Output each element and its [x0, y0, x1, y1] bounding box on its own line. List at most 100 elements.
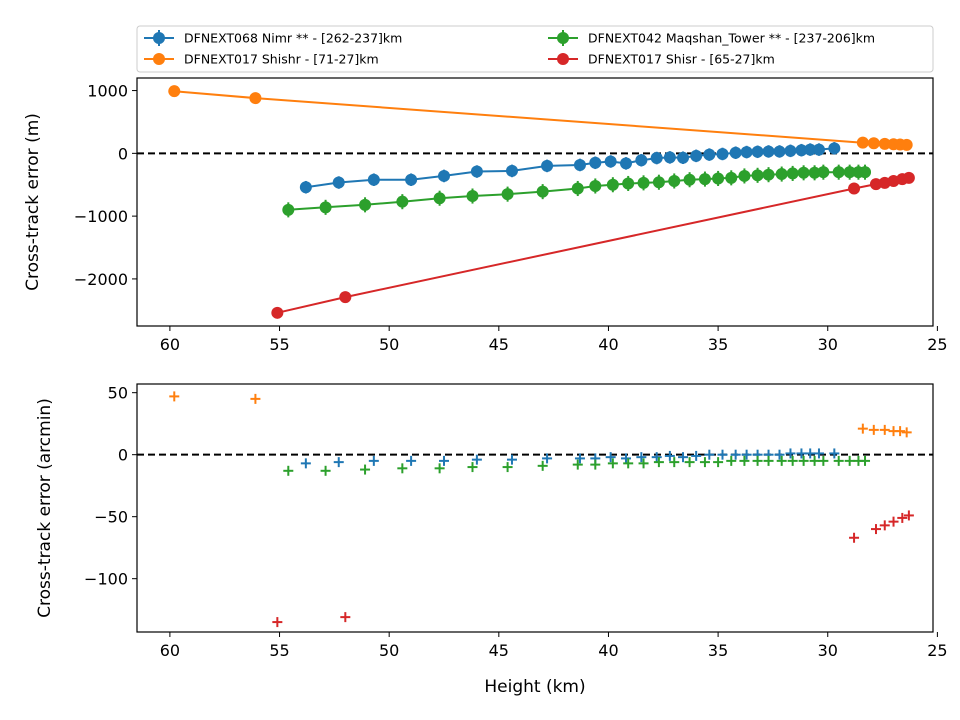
x-tick-label: 25 [927, 335, 947, 354]
data-point [506, 454, 517, 465]
data-point [774, 449, 785, 460]
data-point [717, 449, 728, 460]
data-point [776, 455, 787, 466]
data-point [605, 452, 616, 463]
plot-frame [136, 77, 934, 327]
legend-marker [153, 53, 165, 65]
x-tick-label: 25 [927, 641, 947, 660]
x-tick-label: 55 [269, 335, 289, 354]
x-tick-label: 45 [489, 641, 509, 660]
data-point [282, 203, 295, 216]
data-point [168, 85, 181, 98]
legend-label: DFNEXT017 Shishr - [71-27]km [184, 52, 379, 67]
data-point [677, 151, 690, 164]
series-line [174, 90, 907, 146]
series-dfnext017-shishr-71-27-km [169, 391, 912, 438]
data-point [818, 455, 829, 466]
data-point [250, 393, 261, 404]
legend: DFNEXT068 Nimr ** - [262-237]km DFNEXT017… [136, 25, 934, 73]
data-point [360, 464, 371, 475]
data-point [829, 448, 840, 459]
legend-box [136, 25, 934, 73]
x-tick-label: 60 [160, 641, 180, 660]
data-point [900, 138, 913, 151]
data-point [589, 156, 602, 169]
data-point [775, 168, 788, 181]
data-point [843, 166, 856, 179]
x-tick-label: 30 [818, 335, 838, 354]
data-point [773, 145, 786, 158]
data-point [505, 164, 518, 177]
data-point [283, 465, 294, 476]
data-point [704, 449, 715, 460]
data-point [651, 452, 662, 463]
data-point [784, 144, 797, 157]
data-point [622, 177, 635, 190]
plot-frame [136, 383, 934, 633]
y-tick-label: −100 [84, 570, 128, 589]
data-point [712, 172, 725, 185]
x-tick-label: 55 [269, 641, 289, 660]
data-point [536, 185, 549, 198]
data-point [699, 457, 710, 468]
data-point [652, 176, 665, 189]
data-point [638, 458, 649, 469]
data-point [300, 458, 311, 469]
x-tick-label: 30 [818, 641, 838, 660]
data-point [467, 462, 478, 473]
legend-label: DFNEXT068 Nimr ** - [262-237]km [184, 31, 402, 46]
data-point [319, 201, 332, 214]
data-point [726, 455, 737, 466]
data-point [271, 306, 284, 319]
data-point [406, 455, 417, 466]
data-point [272, 617, 283, 628]
data-point [405, 173, 418, 186]
series-dfnext017-shishr-71-27-km [168, 85, 913, 151]
data-point [763, 455, 774, 466]
data-point [359, 198, 372, 211]
data-point [897, 512, 908, 523]
data-point [848, 182, 861, 195]
data-point [664, 450, 675, 461]
data-point [817, 166, 830, 179]
data-point [571, 182, 584, 195]
data-point [797, 166, 810, 179]
data-point [604, 155, 617, 168]
data-point [741, 449, 752, 460]
series-dfnext068-nimr-262-237-km [299, 142, 841, 194]
data-point [470, 165, 483, 178]
data-point [590, 459, 601, 470]
data-point [501, 188, 514, 201]
data-point [903, 510, 914, 521]
y-axis-label: Cross-track error (arcmin) [35, 398, 55, 618]
y-tick-label: −1000 [74, 207, 128, 226]
data-point [849, 532, 860, 543]
y-tick-label: 50 [108, 384, 128, 403]
data-point [804, 143, 817, 156]
data-point [437, 169, 450, 182]
lower-plot-cross-track-error-arcmin: 60 55 50 45 40 35 30 25 50 0 −50 −100 Cross-track er… [35, 383, 948, 697]
x-tick-label: 35 [708, 641, 728, 660]
data-point [796, 448, 807, 459]
data-point [856, 136, 869, 149]
data-point [713, 457, 724, 468]
data-point [333, 457, 344, 468]
legend-marker [557, 53, 569, 65]
data-point [868, 424, 879, 435]
data-point [541, 159, 554, 172]
data-point [879, 520, 890, 531]
data-point [691, 450, 702, 461]
data-point [636, 452, 647, 463]
data-point [729, 146, 742, 159]
data-point [762, 145, 775, 158]
data-point [397, 463, 408, 474]
upper-plot-cross-track-error-m: 60 55 50 45 40 35 30 25 1000 0 −1000 −2000 Cross-tra… [23, 77, 948, 354]
data-point [787, 455, 798, 466]
x-tick-label: 60 [160, 335, 180, 354]
data-point [683, 173, 696, 186]
x-tick-label: 40 [598, 641, 618, 660]
data-point [663, 151, 676, 164]
y-tick-label: 0 [118, 446, 128, 465]
legend-label: DFNEXT017 Shisr - [65-27]km [588, 52, 775, 67]
data-point [725, 171, 738, 184]
